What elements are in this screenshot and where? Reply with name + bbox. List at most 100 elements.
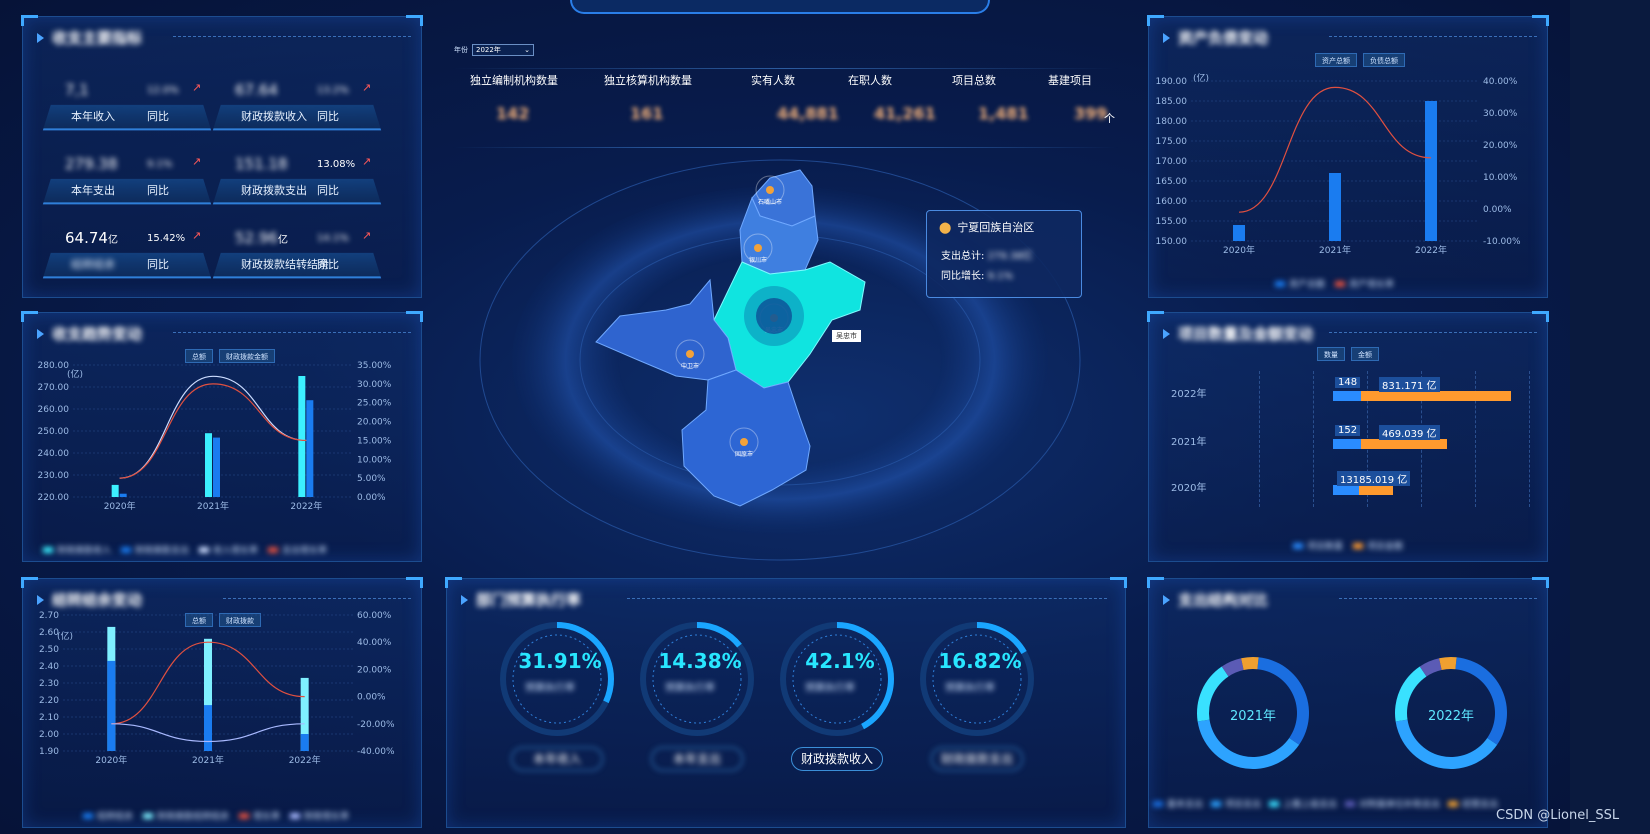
gauge	[917, 619, 1037, 739]
region-guyuan	[681, 369, 811, 507]
trend2-chart: 2.70 2.60 2.50 2.40 2.30 2.20 2.10 2.00 1.90 60.0…	[39, 611, 395, 766]
y-tick-label: 190.00	[1156, 77, 1188, 87]
toggle-liability-button[interactable]: 负债总额	[1363, 53, 1405, 67]
triangle-icon	[37, 594, 44, 605]
metric-label: 财政拨款结转结余	[241, 258, 329, 271]
amount-bar	[1359, 485, 1393, 495]
x-tick-label: 2020年	[95, 754, 127, 766]
metric-card: 52.96亿 14.1% ↗ 财政拨款结转结余 同比	[212, 223, 382, 281]
y-tick-label: 280.00	[38, 361, 70, 371]
panel-title: 收支趋势变动	[37, 323, 142, 344]
y-tick-label: 250.00	[38, 427, 70, 437]
count-label: 148	[1335, 377, 1361, 388]
header-divider	[452, 147, 1118, 148]
metric-value: 151.18	[235, 155, 288, 173]
chart-legend: 财政拨款收入 财政拨款支出 收入增长率 支出增长率	[43, 543, 327, 556]
location-pin-icon: ⬤	[939, 220, 952, 234]
gauge-value: 16.82%	[938, 649, 1022, 673]
donut-slice	[1395, 666, 1427, 722]
count-bar	[1333, 485, 1359, 495]
donut-slice	[1241, 657, 1259, 671]
bar	[1233, 225, 1245, 241]
metric-value: 7,1	[65, 81, 89, 99]
panel-title: 资产负债变动	[1163, 27, 1268, 48]
bar	[111, 484, 119, 497]
x-tick-label: 2020年	[1223, 244, 1255, 256]
x-tick-label: 2022年	[289, 754, 321, 766]
y-tick-label: 185.00	[1156, 97, 1188, 107]
bar	[107, 660, 116, 751]
metric-yoy-label: 同比	[147, 258, 169, 271]
y2-tick-label: 20.00%	[1483, 141, 1518, 151]
panel-title: 支出结构对比	[1163, 589, 1268, 610]
gauge-metric-button[interactable]: 财政拨款支出	[931, 747, 1023, 771]
y-tick-label: 2.50	[39, 645, 59, 655]
city-ring	[729, 427, 759, 457]
gauge-label: 预算执行率	[665, 683, 715, 694]
donut-label-2022: 2022年	[1427, 709, 1475, 724]
y2-tick-label: 5.00%	[357, 474, 386, 484]
amount-bar	[1361, 391, 1511, 401]
y-unit: (亿)	[1193, 74, 1210, 84]
y-unit: (亿)	[67, 370, 84, 380]
map-area: 石嘴山市银川市吴忠市中卫市固原市 吴忠市	[470, 150, 1100, 570]
gauge-metric-button[interactable]: 本年支出	[651, 747, 743, 771]
donut-label-2021: 2021年	[1229, 709, 1277, 724]
count-label: 152	[1335, 425, 1361, 436]
donut-slice	[1455, 657, 1507, 745]
top-title-tab	[570, 0, 990, 14]
year-filter: 年份 2022年 ⌄	[454, 44, 534, 56]
y2-tick-label: -20.00%	[357, 720, 395, 730]
header-stat-value: 1,481	[978, 104, 1029, 123]
y2-tick-label: 60.00%	[357, 611, 392, 621]
ningxia-map: 石嘴山市银川市吴忠市中卫市固原市	[479, 159, 1081, 561]
bar	[205, 433, 212, 497]
bar	[1425, 101, 1437, 241]
triangle-icon	[1163, 594, 1170, 605]
toggle-count-button[interactable]: 数量	[1317, 347, 1345, 361]
map-outer-ring	[479, 159, 1081, 561]
toggle-total-button[interactable]: 总额	[185, 349, 213, 363]
y2-tick-label: -40.00%	[357, 747, 395, 757]
city-dot	[766, 186, 774, 194]
metric-label: 本年收入	[71, 110, 115, 123]
trend1-chart: 280.00 270.00 260.00 250.00 240.00 230.00 220.…	[38, 361, 392, 512]
y2-tick-label: 0.00%	[1483, 205, 1512, 215]
toggle-total-button[interactable]: 总额	[185, 613, 213, 627]
y-tick-label: 2020年	[1171, 483, 1207, 494]
gauge-metric-button[interactable]: 本年收入	[511, 747, 603, 771]
metric-value: 279.38	[65, 155, 118, 173]
y-tick-label: 175.00	[1156, 137, 1188, 147]
bar	[204, 638, 212, 751]
chevron-down-icon: ⌄	[524, 46, 530, 54]
triangle-icon	[1163, 328, 1170, 339]
toggle-fiscal-button[interactable]: 财政拨款	[219, 613, 261, 627]
bar	[300, 677, 309, 751]
gauge-metric-button[interactable]: 财政拨款收入	[791, 747, 883, 771]
income-expense-trend-panel: 收支趋势变动 总额 财政拨款金额 (亿) 280.00 270.00 260.00 2…	[21, 311, 423, 562]
toggle-asset-button[interactable]: 资产总额	[1315, 53, 1357, 67]
toggle-amount-button[interactable]: 金额	[1351, 347, 1379, 361]
toggle-fiscal-button[interactable]: 财政拨款金额	[219, 349, 275, 363]
right-edge-strip	[1570, 0, 1650, 834]
bar	[306, 400, 314, 497]
header-stat-label: 独立编制机构数量	[470, 74, 558, 87]
header-stat-label: 独立核算机构数量	[604, 74, 692, 87]
x-tick-label: 2022年	[1415, 244, 1447, 256]
y2-tick-label: 10.00%	[357, 455, 392, 465]
x-tick-label: 2021年	[1319, 244, 1351, 256]
metric-yoy-label: 同比	[147, 184, 169, 197]
chart-legend: 资产总额 资产增长率	[1275, 277, 1394, 290]
trend-up-icon: ↗	[192, 229, 202, 242]
bar	[300, 734, 309, 751]
y-tick-label: 270.00	[38, 383, 70, 393]
metric-label: 财政拨款支出	[241, 184, 307, 197]
metric-value: 67.64	[235, 81, 278, 99]
chart-legend: 结转结余 财政拨款结转结余 增长率 财政增长率	[83, 809, 349, 822]
y2-tick-label: -10.00%	[1483, 237, 1521, 247]
y2-tick-label: 20.00%	[357, 665, 392, 675]
project-change-panel: 项目数量及金额变动 数量 金额 2022年 148 831.171 亿 2021年 15…	[1147, 311, 1549, 562]
y2-tick-label: 25.00%	[357, 399, 392, 409]
year-select[interactable]: 2022年 ⌄	[472, 44, 534, 56]
metric-pct: 13.08%	[317, 159, 356, 170]
